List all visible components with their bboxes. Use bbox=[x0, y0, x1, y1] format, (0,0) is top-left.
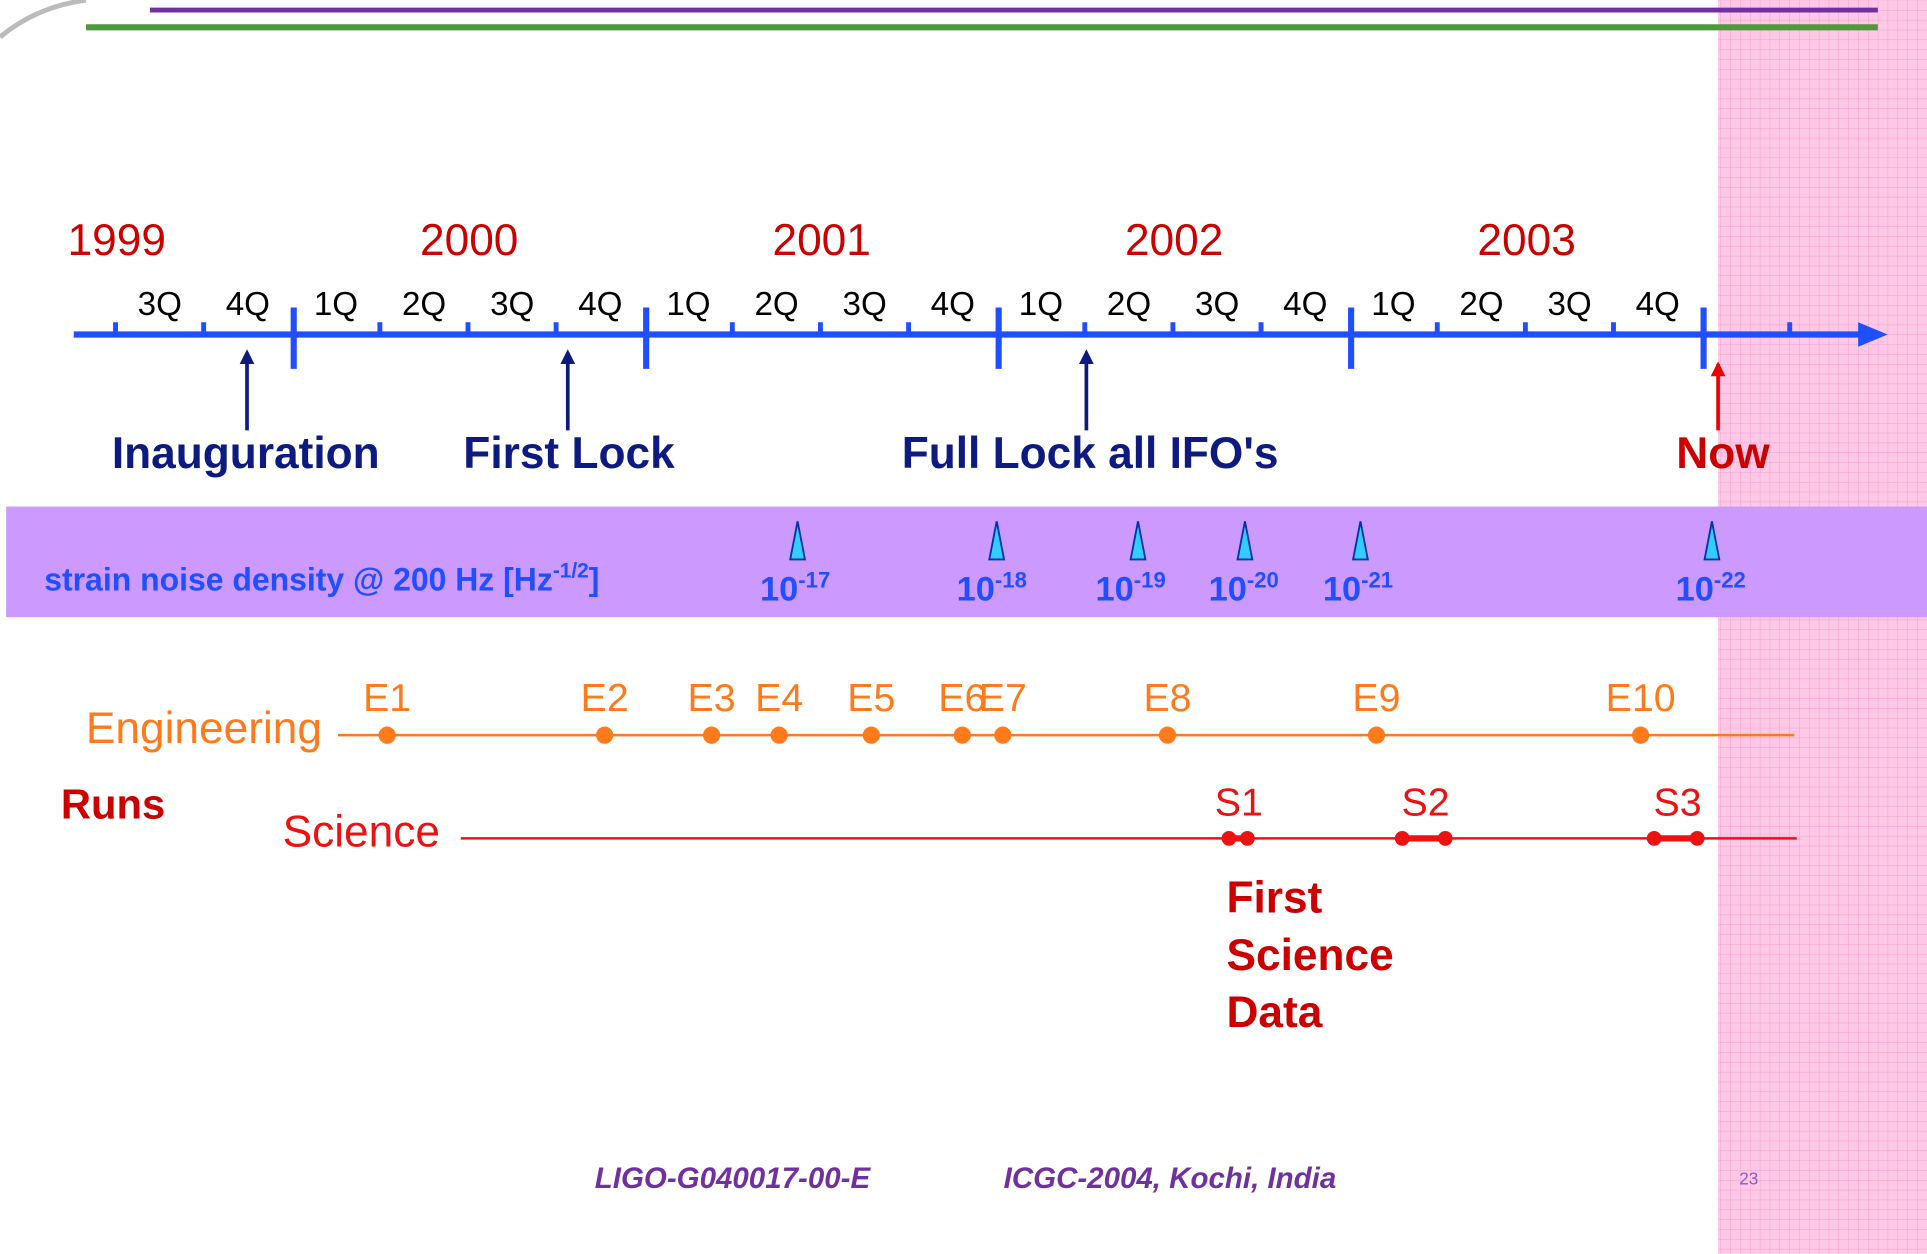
quarter-label: 4Q bbox=[1636, 286, 1680, 323]
strain-marker bbox=[1129, 521, 1147, 561]
strain-exponent: -17 bbox=[798, 567, 830, 592]
milestone-label: Full Lock all IFO's bbox=[902, 429, 1279, 478]
strain-exponent: -18 bbox=[995, 567, 1027, 592]
strain-value: 10-17 bbox=[760, 567, 830, 608]
strain-value: 10-22 bbox=[1676, 567, 1746, 608]
quarter-label: 3Q bbox=[490, 286, 534, 323]
corner-arc bbox=[0, 0, 87, 39]
science-run-end bbox=[1437, 831, 1453, 846]
strain-marker bbox=[1703, 521, 1721, 561]
year-label: 1999 bbox=[68, 216, 166, 265]
quarter-label: 3Q bbox=[843, 286, 887, 323]
milestone-label: First Lock bbox=[463, 429, 675, 478]
milestone-arrowhead bbox=[1710, 361, 1726, 377]
runs-title: Runs bbox=[61, 781, 165, 828]
strain-value: 10-20 bbox=[1209, 567, 1279, 608]
year-label: 2003 bbox=[1477, 216, 1575, 265]
strain-label: strain noise density @ 200 Hz [Hz-1/2] bbox=[44, 559, 599, 598]
quarter-label: 2Q bbox=[754, 286, 798, 323]
engineering-run bbox=[770, 726, 788, 744]
strain-exponent: -19 bbox=[1134, 567, 1166, 592]
milestone-arrowhead bbox=[560, 349, 576, 365]
quarter-label: 2Q bbox=[1459, 286, 1503, 323]
quarter-label: 3Q bbox=[1195, 286, 1239, 323]
year-label: 2000 bbox=[420, 216, 518, 265]
engineering-run bbox=[994, 726, 1012, 744]
quarter-label: 4Q bbox=[226, 286, 270, 323]
engineering-run bbox=[1367, 726, 1386, 744]
engineering-run bbox=[1158, 726, 1177, 744]
quarter-label: 2Q bbox=[1107, 286, 1151, 323]
strain-band bbox=[6, 506, 1927, 618]
quarter-label: 1Q bbox=[666, 286, 710, 323]
engineering-run bbox=[953, 726, 971, 744]
quarter-label: 4Q bbox=[578, 286, 622, 323]
quarter-label: 1Q bbox=[1371, 286, 1415, 323]
strain-value: 10-21 bbox=[1323, 567, 1393, 608]
engineering-run-label: E10 bbox=[1606, 676, 1676, 720]
engineering-label: Engineering bbox=[86, 704, 322, 753]
engineering-run bbox=[862, 726, 880, 744]
quarter-label: 4Q bbox=[931, 286, 975, 323]
strain-marker bbox=[789, 521, 807, 561]
quarter-label: 3Q bbox=[138, 286, 182, 323]
footer-conference: ICGC-2004, Kochi, India bbox=[1004, 1162, 1337, 1195]
science-note: Data bbox=[1226, 988, 1322, 1037]
strain-exponent: -20 bbox=[1247, 567, 1279, 592]
footer-id: LIGO-G040017-00-E bbox=[595, 1162, 872, 1195]
engineering-run-label: E7 bbox=[979, 676, 1027, 720]
quarter-label: 3Q bbox=[1547, 286, 1591, 323]
quarter-label: 2Q bbox=[402, 286, 446, 323]
engineering-run-label: E8 bbox=[1143, 676, 1191, 720]
science-note: First bbox=[1226, 874, 1322, 923]
science-run-label: S2 bbox=[1402, 781, 1450, 825]
strain-exponent: -22 bbox=[1714, 567, 1746, 592]
strain-marker bbox=[1351, 521, 1369, 561]
engineering-run-label: E4 bbox=[755, 676, 803, 720]
page-number: 23 bbox=[1739, 1169, 1758, 1189]
milestone-label: Inauguration bbox=[112, 429, 380, 478]
engineering-run-label: E1 bbox=[363, 676, 411, 720]
engineering-run-label: E6 bbox=[938, 676, 986, 720]
quarter-label: 1Q bbox=[1019, 286, 1063, 323]
science-run-label: S1 bbox=[1215, 781, 1263, 825]
strain-base: 10 bbox=[957, 570, 995, 608]
science-label: Science bbox=[283, 807, 440, 856]
science-run-start bbox=[1221, 831, 1237, 846]
year-label: 2001 bbox=[772, 216, 870, 265]
science-note: Science bbox=[1226, 931, 1393, 980]
strain-marker bbox=[1236, 521, 1254, 561]
strain-base: 10 bbox=[1096, 570, 1134, 608]
strain-marker bbox=[988, 521, 1006, 561]
science-run-label: S3 bbox=[1653, 781, 1701, 825]
strain-exponent: -21 bbox=[1361, 567, 1393, 592]
quarter-label: 1Q bbox=[314, 286, 358, 323]
milestone-arrowhead bbox=[239, 349, 255, 365]
science-run-start bbox=[1394, 831, 1410, 846]
strain-value: 10-19 bbox=[1096, 567, 1166, 608]
strain-value: 10-18 bbox=[957, 567, 1027, 608]
axis-arrowhead bbox=[1858, 322, 1888, 347]
engineering-run bbox=[378, 726, 396, 744]
quarter-label: 4Q bbox=[1283, 286, 1327, 323]
engineering-run-label: E5 bbox=[847, 676, 895, 720]
strain-base: 10 bbox=[1676, 570, 1714, 608]
engineering-run-label: E2 bbox=[581, 676, 629, 720]
science-run-end bbox=[1240, 831, 1255, 846]
strain-base: 10 bbox=[760, 570, 798, 608]
engineering-run-label: E3 bbox=[688, 676, 736, 720]
milestone-arrowhead bbox=[1079, 349, 1094, 365]
milestone-label: Now bbox=[1676, 429, 1770, 478]
strain-base: 10 bbox=[1323, 570, 1361, 608]
strain-base: 10 bbox=[1209, 570, 1247, 608]
year-label: 2002 bbox=[1125, 216, 1223, 265]
science-run-end bbox=[1689, 831, 1705, 846]
engineering-run-label: E9 bbox=[1352, 676, 1400, 720]
science-run-start bbox=[1646, 831, 1662, 846]
side-grid bbox=[1718, 0, 1927, 1254]
engineering-run bbox=[1632, 726, 1650, 744]
engineering-run bbox=[596, 726, 614, 744]
engineering-run bbox=[702, 726, 721, 744]
